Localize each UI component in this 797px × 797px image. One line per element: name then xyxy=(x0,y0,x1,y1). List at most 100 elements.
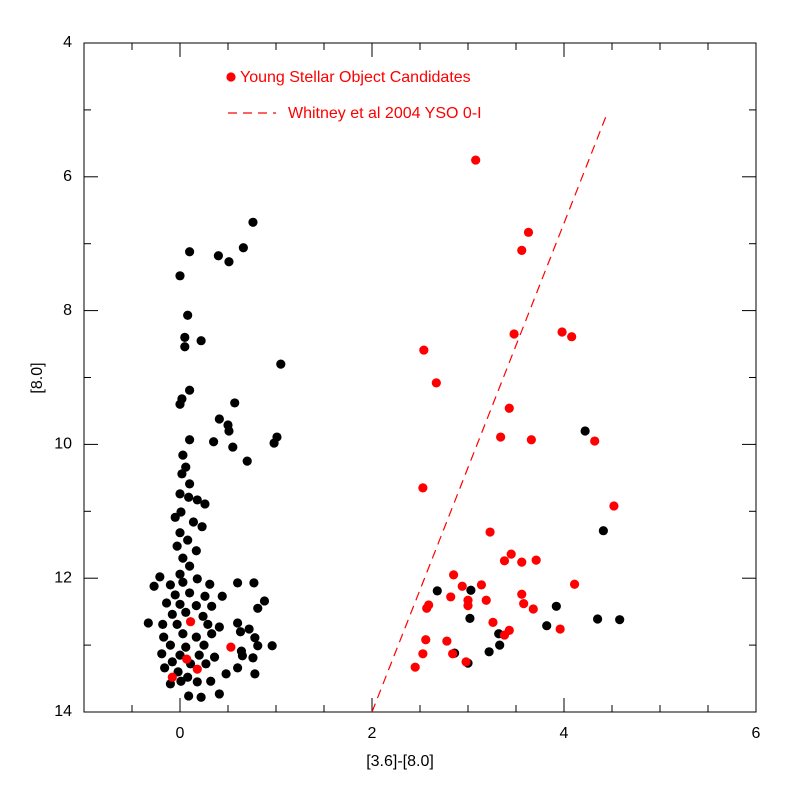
data-point xyxy=(244,624,254,634)
data-point xyxy=(183,310,193,320)
data-point xyxy=(199,640,209,650)
x-tick-label: 2 xyxy=(368,725,377,742)
data-point xyxy=(170,590,180,600)
data-point xyxy=(214,689,224,699)
data-point xyxy=(253,603,263,613)
data-point xyxy=(196,692,206,702)
data-point xyxy=(175,399,185,409)
data-point xyxy=(207,629,217,639)
data-point xyxy=(242,456,252,466)
data-point xyxy=(200,591,210,601)
data-point xyxy=(466,585,476,595)
data-point xyxy=(172,619,182,629)
data-point xyxy=(506,549,516,559)
data-point xyxy=(176,676,186,686)
data-point xyxy=(517,589,527,599)
data-point xyxy=(158,619,168,629)
data-point xyxy=(551,601,561,611)
legend-label: Whitney et al 2004 YSO 0-I xyxy=(288,105,482,122)
data-point xyxy=(481,595,491,605)
data-point xyxy=(175,489,185,499)
data-point xyxy=(178,629,188,639)
data-point xyxy=(214,622,224,632)
data-point xyxy=(157,649,167,659)
data-point xyxy=(185,435,195,445)
data-point xyxy=(253,641,263,651)
data-point xyxy=(517,557,527,567)
data-point xyxy=(170,512,180,522)
data-point xyxy=(496,432,506,442)
data-point xyxy=(159,632,169,642)
data-point xyxy=(206,676,216,686)
data-point xyxy=(567,332,577,342)
data-point xyxy=(175,271,185,281)
data-point xyxy=(214,414,224,424)
data-point xyxy=(485,527,495,537)
data-point xyxy=(224,257,234,267)
data-point xyxy=(143,618,153,628)
data-point xyxy=(205,579,215,589)
data-point xyxy=(178,577,188,587)
data-point xyxy=(228,442,238,452)
data-point xyxy=(233,663,243,673)
data-point xyxy=(167,609,177,619)
y-tick-label: 12 xyxy=(54,569,72,586)
data-point xyxy=(191,546,201,556)
data-point xyxy=(177,469,187,479)
data-point xyxy=(526,435,536,445)
data-point xyxy=(531,555,541,565)
legend-swatch xyxy=(226,72,236,82)
data-point xyxy=(449,570,459,580)
data-point xyxy=(615,615,625,625)
data-point xyxy=(221,669,231,679)
data-point xyxy=(267,641,277,651)
data-point xyxy=(230,398,240,408)
data-point xyxy=(590,436,600,446)
data-point xyxy=(176,507,186,517)
data-point xyxy=(580,426,590,436)
data-point xyxy=(180,332,190,342)
data-point xyxy=(269,438,279,448)
data-point xyxy=(517,245,527,255)
data-point xyxy=(183,535,193,545)
y-tick-label: 10 xyxy=(54,436,72,453)
data-point xyxy=(418,649,428,659)
data-point xyxy=(165,580,175,590)
data-point xyxy=(488,617,498,627)
data-point xyxy=(185,385,195,395)
data-point xyxy=(149,581,159,591)
data-point xyxy=(422,603,432,613)
data-point xyxy=(175,528,185,538)
data-point xyxy=(192,495,202,505)
data-point xyxy=(226,642,236,652)
data-point xyxy=(161,598,172,608)
data-point xyxy=(461,657,471,667)
data-point xyxy=(182,654,192,664)
data-point xyxy=(557,327,567,337)
data-point xyxy=(471,155,481,165)
data-point xyxy=(165,640,175,650)
data-point xyxy=(236,646,247,656)
data-point xyxy=(432,586,442,596)
data-point xyxy=(250,669,260,679)
data-point xyxy=(504,403,514,413)
data-point xyxy=(276,359,286,369)
data-point xyxy=(201,659,211,669)
data-point xyxy=(504,625,514,635)
data-point xyxy=(248,653,258,663)
data-point xyxy=(457,581,467,591)
data-point xyxy=(484,647,494,657)
y-tick-label: 8 xyxy=(63,302,72,319)
data-point xyxy=(175,650,185,660)
data-point xyxy=(191,632,201,642)
data-point xyxy=(207,601,217,611)
data-point xyxy=(542,621,552,631)
data-point xyxy=(180,342,190,352)
data-point xyxy=(609,501,619,511)
data-point xyxy=(191,601,201,611)
data-point xyxy=(181,642,191,652)
data-point xyxy=(185,588,195,598)
data-point xyxy=(463,595,473,605)
data-point xyxy=(465,613,475,623)
